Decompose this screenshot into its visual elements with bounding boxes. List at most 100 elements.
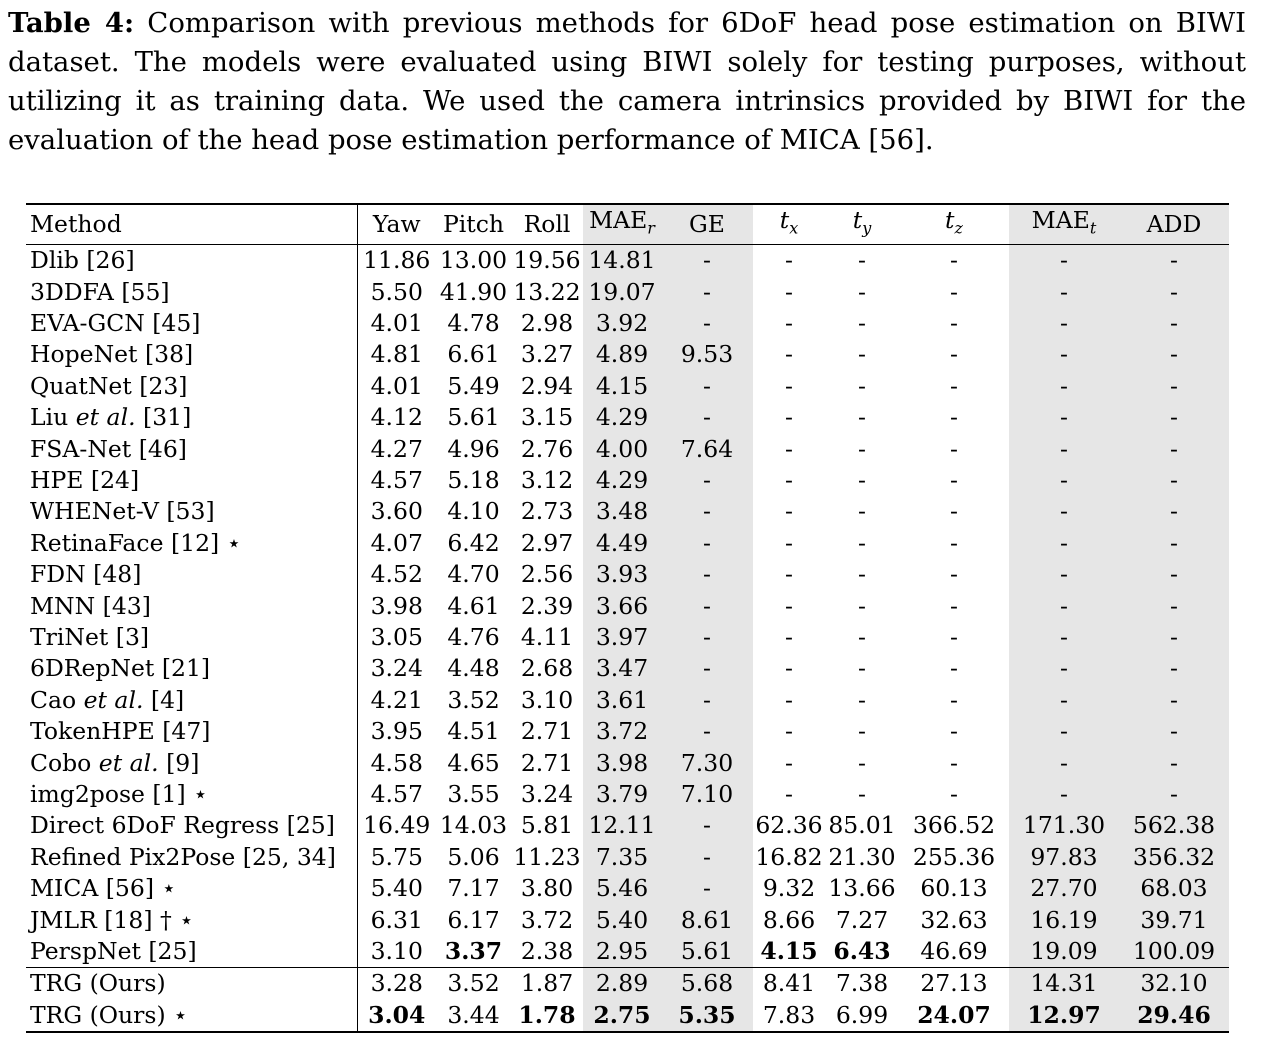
value-cell: - (1119, 621, 1229, 654)
value-cell: 3.98 (583, 747, 661, 779)
table-row: PerspNet [25] 3.10 3.37 2.38 2.95 5.61 4.15 6.4… (26, 936, 1229, 968)
value-cell: 4.51 (447, 717, 500, 746)
value-cell: - (1119, 559, 1229, 591)
value-cell: 11.23 (513, 842, 581, 871)
table-row: Cobo et al. [9] 4.58 4.65 2.71 3.98 7.30- - - - - (26, 747, 1229, 779)
value-cell: 3.44 (447, 1000, 500, 1029)
header-yaw: Yaw (372, 209, 421, 238)
value-cell: 1.78 (518, 1000, 576, 1029)
value-cell: 4.96 (447, 434, 500, 463)
value-cell: 5.18 (447, 465, 500, 494)
value-cell: 32.63 (920, 905, 988, 934)
value-cell: 4.29 (583, 464, 661, 497)
value-cell: - (858, 340, 866, 369)
value-cell: 3.72 (520, 905, 574, 934)
value-cell: 27.70 (1009, 873, 1119, 905)
method-cell: Dlib [26] (26, 244, 358, 277)
value-cell: - (661, 496, 753, 528)
value-cell: 562.38 (1119, 810, 1229, 842)
value-cell: - (1009, 276, 1119, 308)
header-mae-t: MAEt (1009, 204, 1119, 245)
value-cell: 8.66 (762, 905, 816, 934)
value-cell: 3.47 (583, 653, 661, 685)
value-cell: 3.93 (583, 559, 661, 591)
value-cell: 3.55 (447, 780, 500, 808)
caption-text: Comparison with previous methods for 6Do… (8, 7, 1246, 156)
value-cell: 4.15 (760, 937, 818, 966)
header-ge: GE (661, 204, 753, 245)
value-cell: 4.58 (370, 748, 423, 777)
value-cell: 4.89 (583, 339, 661, 371)
results-table: Method Yaw Pitch Roll MAEr GE tx ty tz M… (26, 203, 1229, 1033)
value-cell: 5.06 (447, 842, 500, 871)
value-cell: - (661, 402, 753, 434)
value-cell: 3.24 (370, 654, 423, 683)
value-cell: 4.57 (370, 780, 423, 808)
value-cell: 4.21 (370, 685, 423, 714)
value-cell: - (858, 308, 866, 337)
table-row: MNN [43] 3.98 4.61 2.39 3.66- - - - - - (26, 590, 1229, 622)
value-cell: - (1009, 370, 1119, 403)
value-cell: - (1119, 747, 1229, 779)
value-cell: - (661, 464, 753, 497)
header-mae-r: MAEr (583, 204, 661, 245)
value-cell: 2.89 (583, 967, 661, 1000)
value-cell: - (785, 308, 793, 337)
value-cell: - (1119, 527, 1229, 560)
value-cell: - (950, 685, 958, 714)
method-cell: PerspNet [25] (26, 936, 358, 968)
value-cell: 9.53 (661, 339, 753, 371)
value-cell: 4.81 (370, 340, 423, 369)
value-cell: 9.32 (762, 874, 816, 903)
value-cell: 2.97 (520, 528, 574, 557)
value-cell: - (785, 591, 793, 620)
value-cell: 7.64 (661, 433, 753, 465)
value-cell: 3.12 (520, 465, 574, 494)
value-cell: - (1119, 779, 1229, 811)
value-cell: - (1119, 339, 1229, 371)
value-cell: 3.98 (370, 591, 423, 620)
value-cell: - (785, 622, 793, 651)
value-cell: - (1119, 307, 1229, 340)
header-roll: Roll (523, 209, 571, 238)
value-cell: 4.70 (447, 560, 500, 589)
value-cell: - (1009, 684, 1119, 717)
value-cell: 5.50 (370, 277, 423, 306)
value-cell: - (1119, 370, 1229, 403)
value-cell: 12.97 (1009, 999, 1119, 1033)
value-cell: - (950, 308, 958, 337)
value-cell: - (950, 246, 958, 275)
value-cell: - (1009, 653, 1119, 685)
value-cell: 6.43 (833, 937, 891, 966)
table-row: JMLR [18] † ⋆ 6.31 6.17 3.72 5.40 8.61 8.66 7.2… (26, 904, 1229, 937)
value-cell: - (661, 621, 753, 654)
value-cell: 6.42 (447, 528, 500, 557)
value-cell: 4.52 (370, 560, 423, 589)
method-cell: img2pose [1] ⋆ (26, 779, 358, 811)
method-cell: Refined Pix2Pose [25, 34] (26, 841, 358, 874)
value-cell: 62.36 (755, 811, 823, 840)
value-cell: 6.61 (447, 340, 500, 369)
table-row: Direct 6DoF Regress [25] 16.49 14.03 5.81 12… (26, 810, 1229, 842)
value-cell: - (661, 527, 753, 560)
value-cell: 2.76 (520, 434, 574, 463)
value-cell: - (858, 685, 866, 714)
value-cell: 4.76 (447, 622, 500, 651)
value-cell: 6.17 (447, 905, 500, 934)
method-cell: Direct 6DoF Regress [25] (26, 810, 358, 842)
value-cell: - (950, 434, 958, 463)
value-cell: 5.40 (583, 904, 661, 937)
value-cell: 19.56 (513, 246, 581, 275)
header-method: Method (26, 204, 358, 245)
value-cell: 366.52 (912, 811, 996, 840)
value-cell: 4.27 (370, 434, 423, 463)
value-cell: - (950, 560, 958, 589)
value-cell: 4.65 (447, 748, 500, 777)
value-cell: 7.17 (447, 874, 500, 903)
value-cell: 3.80 (520, 874, 574, 903)
table-row: Refined Pix2Pose [25, 34] 5.75 5.06 11.23 7.… (26, 841, 1229, 874)
value-cell: - (1009, 433, 1119, 465)
value-cell: - (950, 717, 958, 746)
value-cell: 6.31 (370, 905, 423, 934)
value-cell: 2.94 (520, 371, 574, 400)
